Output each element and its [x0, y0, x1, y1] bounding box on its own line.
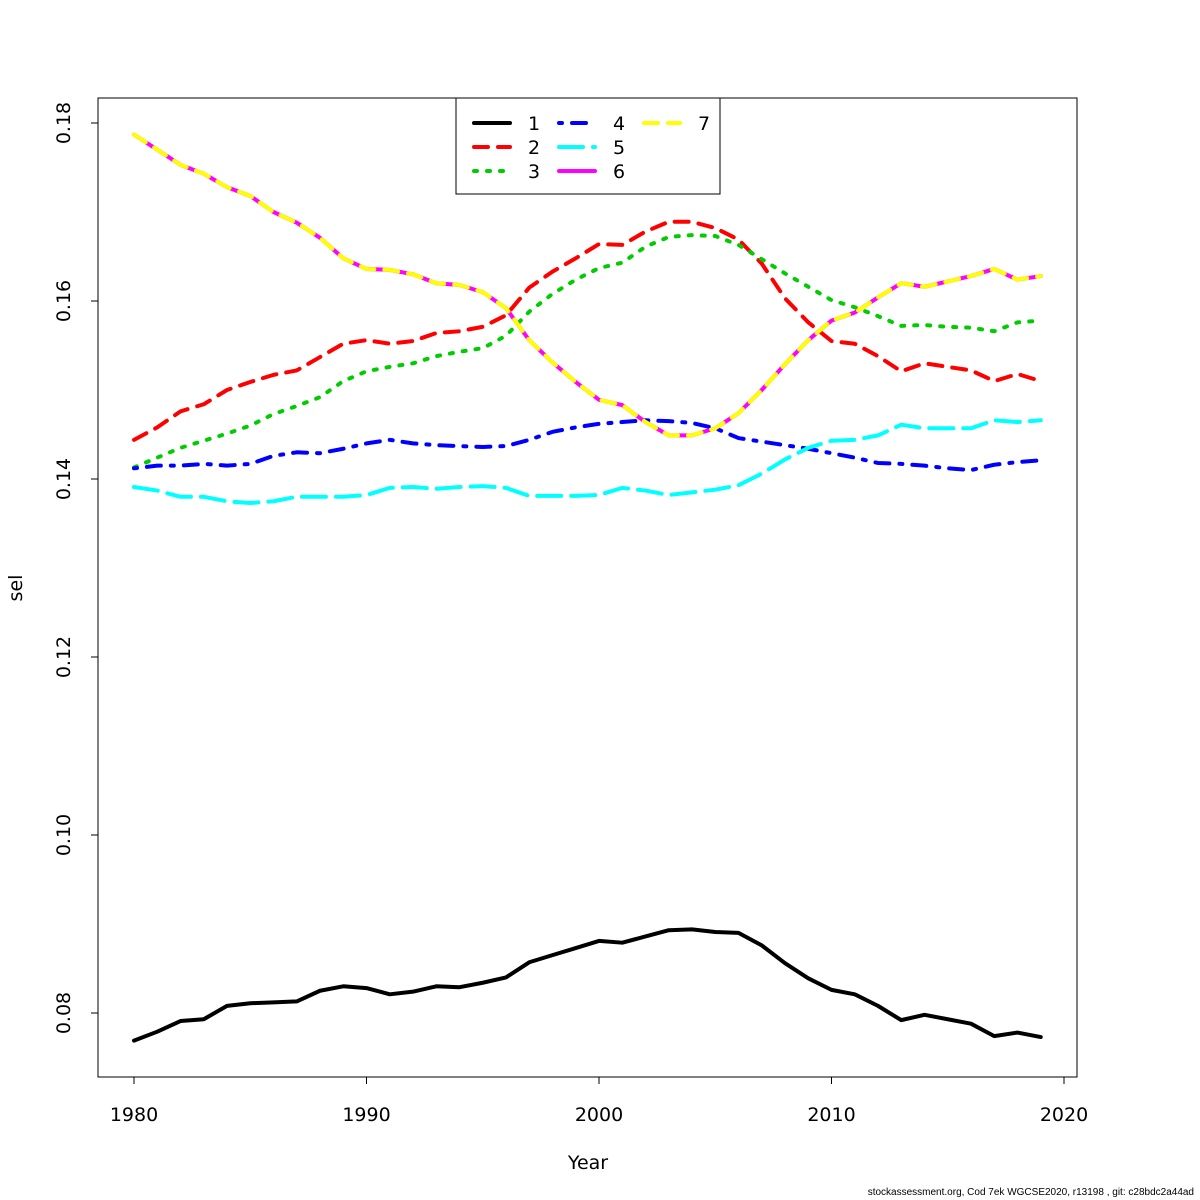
- x-axis-label: Year: [567, 1152, 608, 1174]
- legend-label-2: 2: [528, 137, 540, 159]
- plot-frame: [97, 97, 1078, 1078]
- x-axis: 1980 1990 2000 2010 2020: [110, 1076, 1088, 1126]
- y-tick-label: 0.10: [53, 814, 75, 856]
- x-tick-label: 2010: [807, 1104, 855, 1126]
- y-tick-label: 0.12: [53, 636, 75, 678]
- legend-label-6: 6: [613, 161, 625, 183]
- x-tick-label: 1990: [342, 1104, 390, 1126]
- legend-box: [455, 97, 721, 195]
- y-axis-label: sel: [5, 575, 27, 602]
- legend-label-7: 7: [698, 113, 710, 135]
- y-tick-label: 0.16: [53, 280, 75, 322]
- x-tick-label: 1980: [110, 1104, 158, 1126]
- legend-label-4: 4: [613, 113, 625, 135]
- legend-label-5: 5: [613, 137, 625, 159]
- footer-credit: stockassessment.org, Cod 7ek WGCSE2020, …: [867, 1187, 1194, 1198]
- series-lines: [132, 132, 1043, 1043]
- legend-label-1: 1: [528, 113, 540, 135]
- series-line-1: [132, 927, 1043, 1043]
- y-tick-label: 0.18: [53, 102, 75, 144]
- series-line-7: [132, 132, 1043, 438]
- legend-label-3: 3: [528, 161, 540, 183]
- legend: 123 456 7: [455, 97, 721, 195]
- y-axis: 0.08 0.10 0.12 0.14 0.16 0.18: [53, 102, 99, 1034]
- y-tick-label: 0.14: [53, 458, 75, 500]
- series-line-5: [132, 418, 1043, 506]
- series-line-3: [132, 233, 1043, 470]
- series-line-4: [132, 418, 1043, 473]
- x-tick-label: 2020: [1040, 1104, 1088, 1126]
- x-tick-label: 2000: [575, 1104, 623, 1126]
- series-line-2: [132, 219, 1043, 442]
- y-tick-label: 0.08: [53, 992, 75, 1034]
